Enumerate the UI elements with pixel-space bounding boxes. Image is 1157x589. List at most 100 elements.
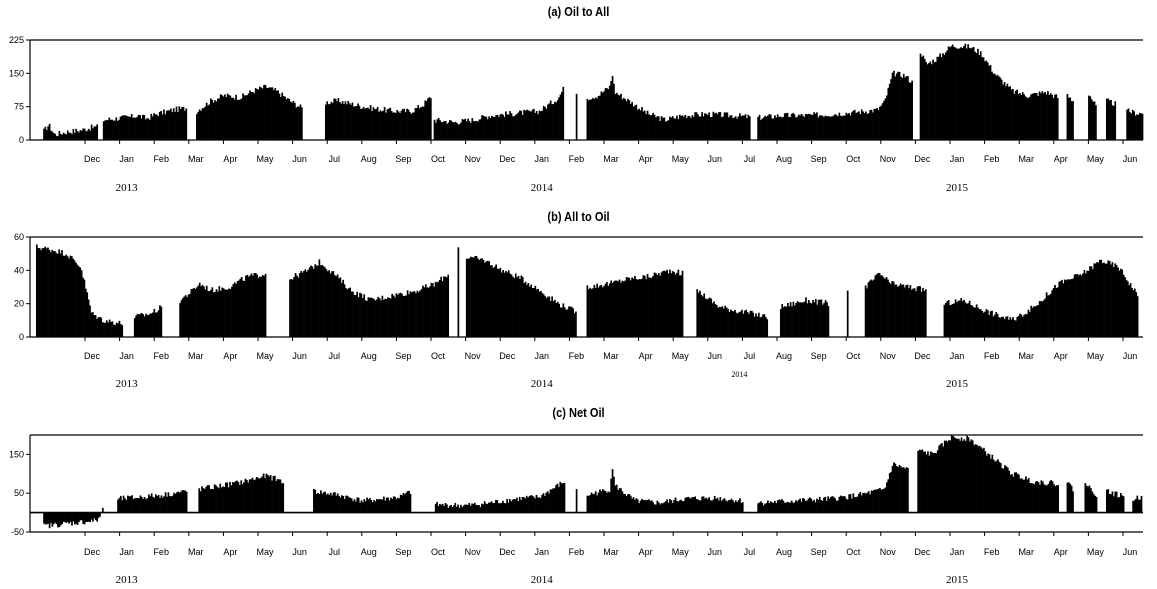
bar (1125, 279, 1128, 337)
bar (330, 101, 333, 140)
bar (402, 493, 405, 513)
bar (1009, 317, 1012, 337)
bar (680, 275, 682, 337)
bar (82, 277, 84, 337)
bar (835, 500, 838, 513)
bar (704, 498, 706, 513)
bar (212, 292, 215, 337)
bar (373, 299, 375, 337)
bar (981, 311, 984, 337)
bar (818, 496, 821, 513)
bar (516, 277, 518, 337)
bar (652, 502, 654, 513)
bar (597, 492, 600, 513)
bar (404, 494, 406, 513)
bar (999, 463, 1002, 513)
bar (80, 512, 83, 521)
bar (377, 296, 380, 337)
bar (635, 498, 638, 513)
bar (946, 441, 949, 513)
bar (831, 496, 834, 513)
bar (666, 269, 668, 337)
x-tick-label: Dec (84, 351, 101, 361)
bar (149, 313, 151, 337)
bar (678, 500, 681, 513)
bar (313, 488, 315, 513)
bar (101, 507, 104, 513)
bar (533, 108, 535, 140)
bar (756, 316, 759, 337)
bar (518, 496, 521, 513)
bar (230, 98, 233, 140)
bar (984, 311, 986, 337)
bar (376, 499, 378, 513)
bar (545, 492, 548, 513)
bar (821, 115, 824, 140)
bar (226, 93, 229, 140)
bar (908, 288, 910, 337)
bar (146, 118, 148, 140)
bar (284, 96, 286, 140)
bar (811, 114, 814, 140)
bar (889, 283, 892, 337)
bar (575, 93, 578, 140)
bar (253, 93, 256, 140)
bar (977, 48, 979, 141)
bar (362, 106, 365, 140)
bar (50, 512, 52, 523)
bar (376, 106, 379, 140)
bar (78, 132, 80, 140)
bar (737, 500, 740, 513)
bar (421, 106, 424, 140)
bar (180, 491, 182, 513)
bar (919, 286, 922, 337)
bar (765, 116, 768, 140)
bar (1018, 474, 1020, 513)
bar (769, 114, 772, 140)
bar (528, 496, 531, 513)
bar (412, 291, 415, 337)
bar (634, 499, 636, 513)
bar (360, 500, 363, 513)
bar (52, 251, 55, 337)
bar (479, 506, 482, 513)
bar (303, 270, 305, 337)
bar (1016, 89, 1018, 140)
bar (44, 512, 47, 525)
bar (1042, 93, 1045, 140)
bar (634, 275, 636, 337)
bar (641, 278, 643, 337)
bar (1001, 468, 1003, 513)
bar (1066, 93, 1069, 140)
bar (157, 310, 160, 337)
bar (458, 124, 461, 140)
bar (1038, 301, 1041, 337)
bar (1067, 482, 1070, 513)
bar (721, 306, 724, 337)
bar (1117, 497, 1119, 513)
bar (1072, 278, 1075, 337)
bar (75, 262, 77, 337)
bar (673, 118, 675, 140)
bar (272, 90, 275, 140)
bar (925, 62, 927, 140)
bar (93, 314, 96, 337)
bar (420, 288, 423, 337)
bar (465, 258, 468, 337)
x-tick-label: Mar (1018, 547, 1034, 557)
bar (592, 494, 594, 513)
bar (866, 492, 869, 513)
bar (334, 492, 336, 513)
bar (465, 504, 468, 513)
bar (927, 451, 929, 513)
bar (597, 96, 600, 140)
bar (59, 133, 62, 140)
bar (63, 255, 66, 337)
bar (732, 118, 734, 140)
bar (132, 498, 135, 513)
bar (713, 495, 716, 513)
bar (164, 492, 167, 513)
bar (896, 286, 899, 337)
bar (604, 87, 607, 140)
bar (978, 445, 981, 513)
